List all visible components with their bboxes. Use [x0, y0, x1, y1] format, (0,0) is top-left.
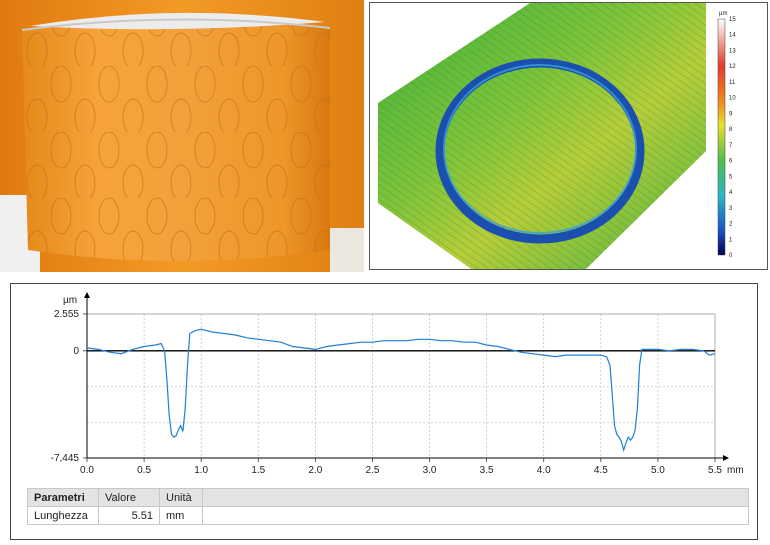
header-unit: Unità — [159, 488, 203, 507]
colorbar-tick-label: 2 — [729, 222, 733, 228]
y-axis-unit: µm — [63, 295, 77, 306]
y-axis-arrow — [84, 292, 90, 298]
colorbar-tick-label: 10 — [729, 96, 736, 102]
colorbar-tick-label: 5 — [729, 174, 733, 180]
x-tick-label: 1.0 — [194, 465, 208, 476]
x-tick-label: 2.0 — [308, 465, 322, 476]
header-filler — [202, 488, 749, 507]
row-value: 5.51 — [98, 506, 160, 525]
colorbar-tick-label: 9 — [729, 111, 733, 117]
colorbar-tick-label: 8 — [729, 127, 733, 133]
colorbar-tick-label: 15 — [729, 17, 736, 23]
colorbar-tick-label: 13 — [729, 48, 736, 54]
y-tick-label: 0 — [73, 346, 79, 357]
chart-grid — [87, 314, 715, 458]
x-tick-label: 0.0 — [80, 465, 94, 476]
row-filler — [202, 506, 749, 525]
row-unit: mm — [159, 506, 203, 525]
colorbar-tick-label: 6 — [729, 159, 733, 165]
x-tick-label: 5.0 — [651, 465, 665, 476]
x-axis-arrow — [723, 455, 729, 461]
x-axis-unit: mm — [727, 465, 744, 476]
circular-groove — [435, 58, 645, 244]
part-photo — [0, 0, 364, 272]
x-tick-label: 5.5 — [708, 465, 722, 476]
x-tick-label: 3.5 — [480, 465, 494, 476]
part-photo-graphic — [0, 0, 364, 272]
parameters-table-header: Parametri Valore Unità — [27, 488, 749, 507]
y-tick-label: 2.555 — [54, 309, 79, 320]
chart-axes — [84, 292, 729, 461]
header-value: Valore — [98, 488, 160, 507]
header-param: Parametri — [27, 488, 99, 507]
colorbar-tick-label: 14 — [729, 33, 736, 39]
colorbar-tick-label: 1 — [729, 237, 733, 243]
parameters-table-row: Lunghezza 5.51 mm — [27, 506, 749, 525]
colorbar-tick-label: 4 — [729, 190, 733, 196]
row-param: Lunghezza — [27, 506, 99, 525]
plot-frame — [86, 313, 716, 459]
profile-series-line — [86, 328, 716, 453]
x-tick-label: 4.5 — [594, 465, 608, 476]
colorbar-tick-label: 11 — [729, 80, 736, 86]
profile-chart-panel: 0.0 0.5 1.0 1.5 2.0 2.5 3.0 3.5 4.0 4.5 5.0 5.5 2.55… — [10, 283, 758, 540]
colorbar-unit: µm — [719, 11, 727, 17]
chart-ticks: 0.0 0.5 1.0 1.5 2.0 2.5 3.0 3.5 4.0 4.5 5.0 5.5 2.55… — [51, 309, 723, 476]
x-tick-label: 0.5 — [137, 465, 151, 476]
colorbar-tick-label: 12 — [729, 64, 736, 70]
x-tick-label: 1.5 — [251, 465, 265, 476]
parameters-table: Parametri Valore Unità Lunghezza 5.51 mm — [27, 488, 749, 525]
profile-chart: 0.0 0.5 1.0 1.5 2.0 2.5 3.0 3.5 4.0 4.5 5.0 5.5 2.55… — [51, 292, 744, 476]
colorbar-tick-label: 0 — [729, 253, 733, 259]
x-tick-label: 3.0 — [423, 465, 437, 476]
colorbar-tick-label: 3 — [729, 206, 733, 212]
colorbar-tick-label: 7 — [729, 143, 733, 149]
surface-topography-panel: µm 15 14 13 12 11 10 9 8 7 6 5 4 3 2 1 0 — [369, 2, 768, 270]
y-tick-label: -7,445 — [51, 453, 80, 464]
x-tick-label: 2.5 — [366, 465, 380, 476]
colorbar — [717, 18, 726, 256]
x-tick-label: 4.0 — [537, 465, 551, 476]
